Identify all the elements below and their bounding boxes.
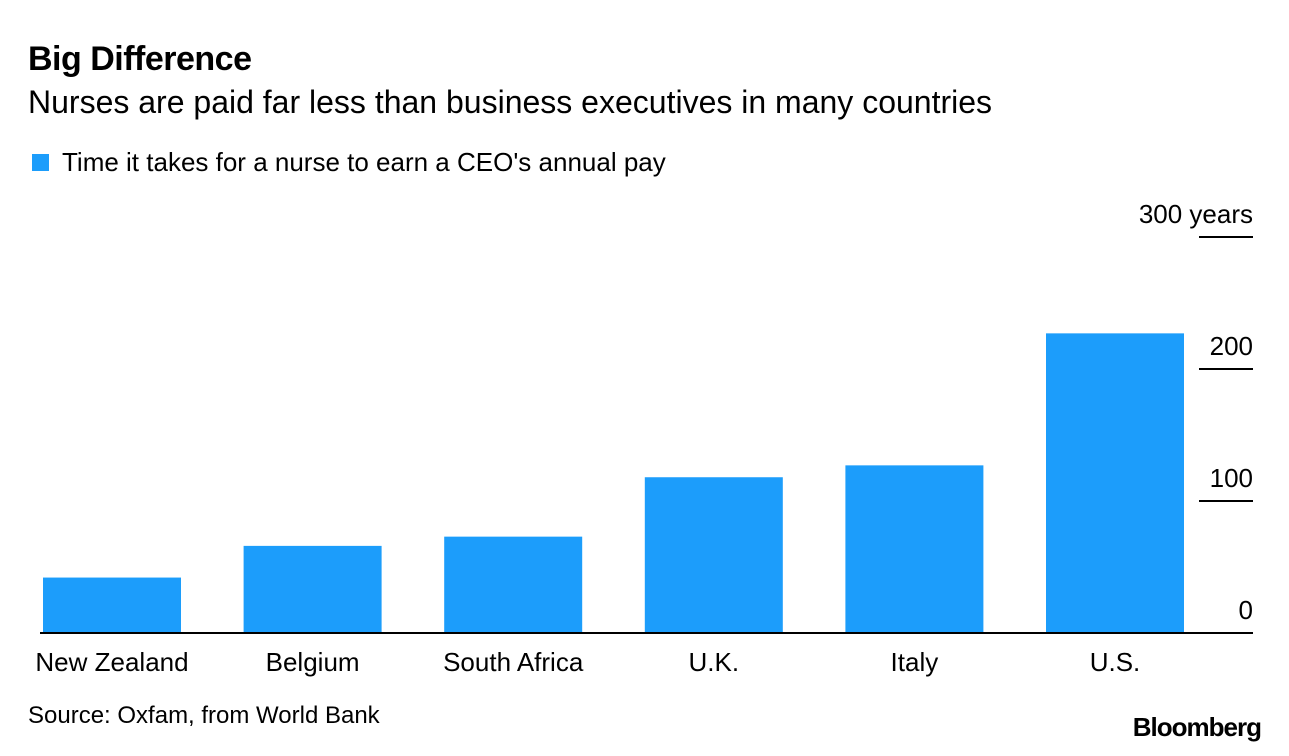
x-tick-label-u-k: U.K.	[689, 647, 740, 677]
chart-subtitle: Nurses are paid far less than business e…	[28, 84, 993, 120]
legend: Time it takes for a nurse to earn a CEO'…	[32, 145, 666, 179]
legend-swatch	[32, 153, 49, 171]
y-tick-label-100: 100	[1210, 463, 1253, 493]
source-note: Source: Oxfam, from World Bank	[28, 702, 380, 729]
bar-belgium	[243, 545, 382, 633]
y-tick-label-300: 300 years	[1139, 199, 1253, 229]
x-tick-label-u-s: U.S.	[1090, 647, 1141, 677]
bar-new-zealand	[43, 577, 181, 633]
bar-italy	[845, 465, 984, 633]
bar-u-k	[644, 477, 783, 633]
x-tick-label-new-zealand: New Zealand	[35, 647, 188, 677]
chart-title: Big Difference	[28, 40, 252, 78]
bloomberg-logo: Bloomberg	[1132, 712, 1262, 742]
bar-south-africa	[444, 536, 583, 633]
x-tick-label-italy: Italy	[891, 647, 939, 677]
y-tick-label-0: 0	[1239, 595, 1253, 625]
y-tick-label-200: 200	[1210, 331, 1253, 361]
legend-label: Time it takes for a nurse to earn a CEO'…	[62, 146, 666, 177]
bar-u-s	[1046, 333, 1184, 633]
x-tick-label-south-africa: South Africa	[443, 647, 584, 677]
x-tick-label-belgium: Belgium	[266, 647, 360, 677]
